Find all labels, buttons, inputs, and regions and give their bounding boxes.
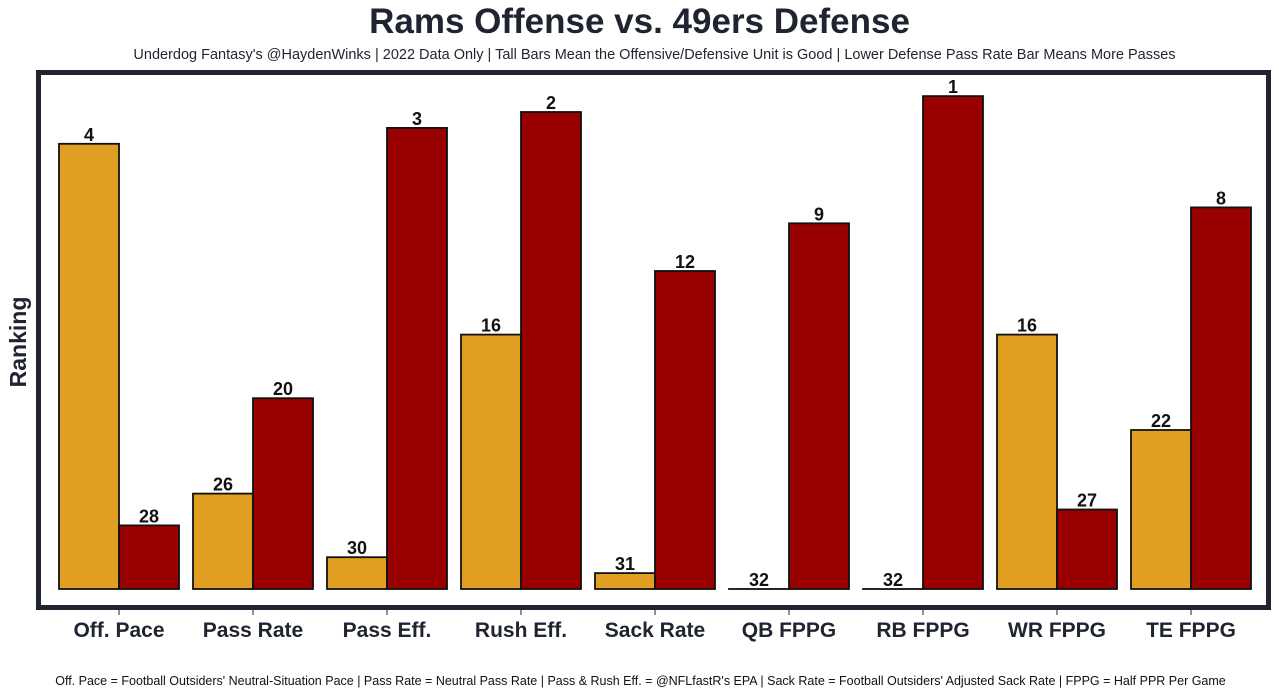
defense-bar <box>118 524 180 590</box>
defense-bar-label: 27 <box>1077 491 1097 511</box>
offense-bar-label: 16 <box>1017 316 1037 336</box>
offense-bar <box>996 333 1058 590</box>
x-tick-label: RB FPPG <box>876 619 969 642</box>
defense-bar <box>520 111 582 590</box>
offense-bar-label: 22 <box>1151 411 1171 431</box>
defense-bar <box>654 270 716 590</box>
plot-frame <box>36 70 1271 610</box>
defense-bar-label: 3 <box>412 109 422 129</box>
defense-bar-label: 8 <box>1216 188 1226 208</box>
defense-bar <box>1056 508 1118 590</box>
defense-bar <box>1190 206 1252 590</box>
chart-caption: Off. Pace = Football Outsiders' Neutral-… <box>55 674 1226 688</box>
offense-bar-label: 30 <box>347 538 367 558</box>
x-tick-label: TE FPPG <box>1146 619 1236 642</box>
x-tick-label: Pass Rate <box>203 619 303 642</box>
defense-bar-label: 20 <box>273 379 293 399</box>
offense-bar <box>1130 429 1192 590</box>
offense-bar-label: 31 <box>615 554 635 574</box>
bars-group <box>58 95 1252 590</box>
defense-bar-label: 9 <box>814 204 824 224</box>
defense-bar-label: 28 <box>139 506 159 526</box>
x-tick-label: Rush Eff. <box>475 619 567 642</box>
defense-bar-label: 2 <box>546 93 556 113</box>
y-axis-label: Ranking <box>5 297 31 388</box>
defense-bar <box>252 397 314 590</box>
offense-bar-label: 26 <box>213 475 233 495</box>
defense-bar-label: 12 <box>675 252 695 272</box>
offense-bar <box>460 333 522 590</box>
offense-bar-label: 32 <box>883 570 903 590</box>
offense-bar <box>58 142 120 590</box>
defense-bar-label: 1 <box>948 77 958 97</box>
offense-bar <box>326 556 388 590</box>
x-tick-label: QB FPPG <box>742 619 837 642</box>
offense-bar-label: 16 <box>481 316 501 336</box>
x-ticks-group: Off. Pace Pass Rate Pass Eff. Rush Eff. Sack… <box>73 610 1236 642</box>
chart-title: Rams Offense vs. 49ers Defense <box>369 2 910 41</box>
x-tick-label: Sack Rate <box>605 619 705 642</box>
x-tick-label: WR FPPG <box>1008 619 1106 642</box>
bar-labels-group: 4 28 26 20 30 3 16 2 31 12 32 9 32 1 16 27 22 8 <box>84 77 1226 590</box>
defense-bar <box>788 222 850 590</box>
chart-subtitle: Underdog Fantasy's @HaydenWinks | 2022 D… <box>133 47 1176 63</box>
x-tick-label: Off. Pace <box>73 619 164 642</box>
defense-bar <box>386 127 448 590</box>
offense-bar-label: 32 <box>749 570 769 590</box>
offense-bar <box>192 492 254 590</box>
offense-bar <box>594 572 656 590</box>
offense-bar-label: 4 <box>84 125 94 145</box>
defense-bar <box>922 95 984 590</box>
x-tick-label: Pass Eff. <box>343 619 432 642</box>
